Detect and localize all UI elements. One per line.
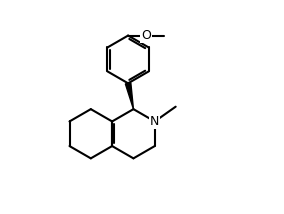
Text: O: O bbox=[141, 29, 151, 42]
Text: N: N bbox=[150, 115, 159, 128]
Polygon shape bbox=[125, 83, 133, 109]
